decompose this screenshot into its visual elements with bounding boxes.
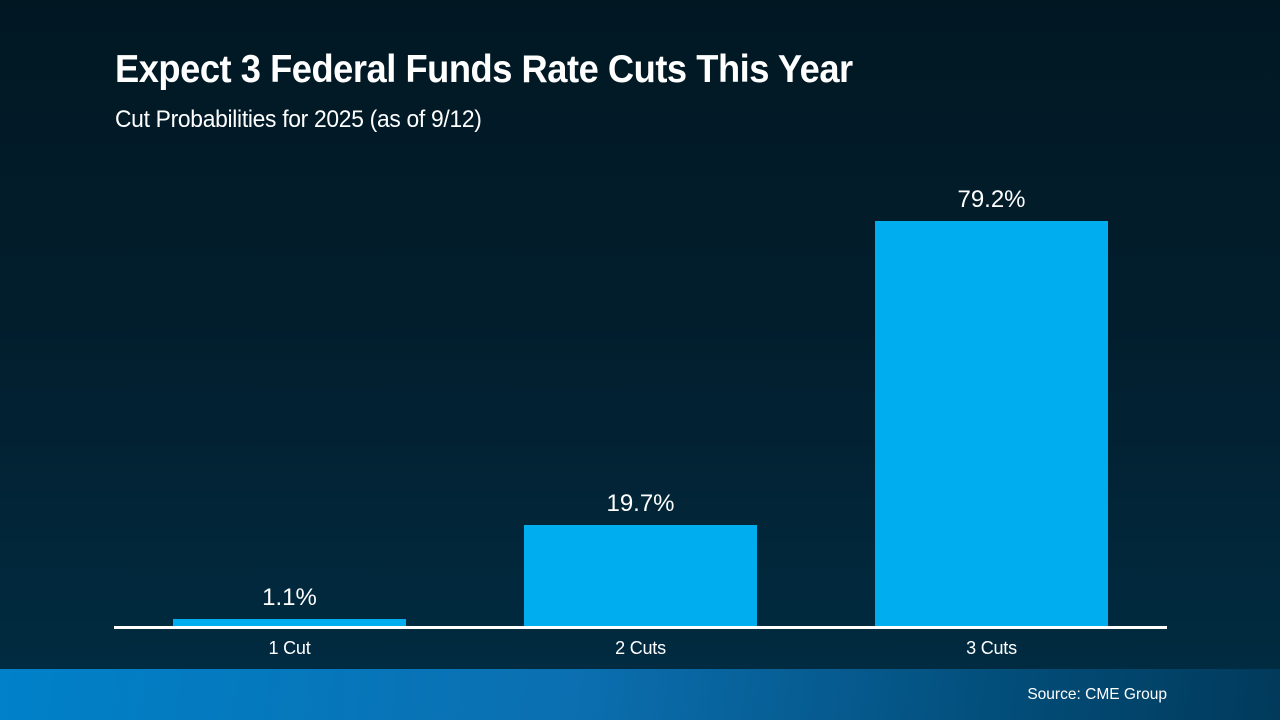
category-label: 1 Cut <box>268 638 311 658</box>
x-axis-category-labels: 1 Cut 2 Cuts 3 Cuts <box>114 638 1167 659</box>
bar-value-label: 79.2% <box>957 186 1026 213</box>
x-axis-baseline <box>114 626 1167 629</box>
bar <box>173 619 406 626</box>
bar-slot: 79.2% <box>816 186 1167 626</box>
chart-title: Expect 3 Federal Funds Rate Cuts This Ye… <box>115 48 853 91</box>
chart-subtitle: Cut Probabilities for 2025 (as of 9/12) <box>115 106 482 133</box>
bar-value-label: 1.1% <box>262 584 317 611</box>
bar-slot: 19.7% <box>465 490 816 626</box>
bar <box>524 525 757 626</box>
bar-value-label: 19.7% <box>606 490 675 517</box>
bar-chart-plot-area: 1.1% 19.7% 79.2% <box>114 0 1167 626</box>
footer-bar: Source: CME Group <box>0 669 1280 720</box>
bar <box>875 221 1108 626</box>
category-label: 2 Cuts <box>615 638 666 658</box>
chart-header: Expect 3 Federal Funds Rate Cuts This Ye… <box>115 48 908 134</box>
category-label: 3 Cuts <box>966 638 1017 658</box>
bar-slot: 1.1% <box>114 584 465 626</box>
source-attribution: Source: CME Group <box>1027 685 1167 703</box>
